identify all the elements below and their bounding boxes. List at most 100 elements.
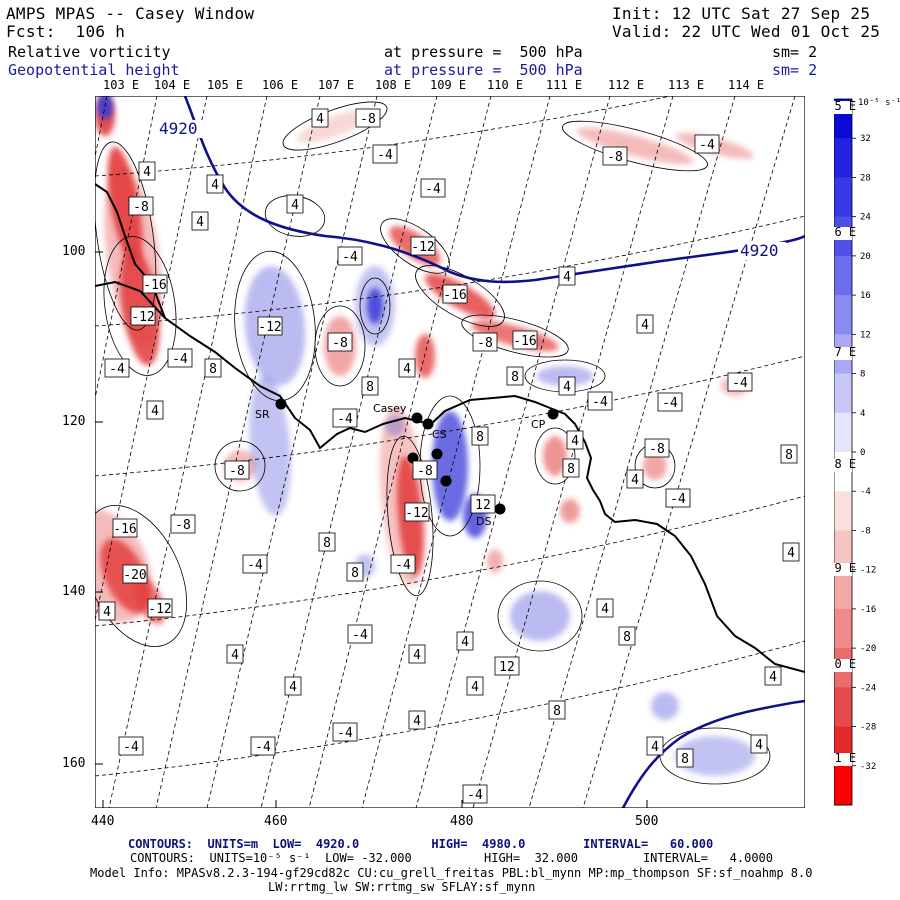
contour-label: 8 (681, 752, 689, 767)
lat-lon-graticule (95, 96, 805, 808)
colorbar-tick: -12 (860, 566, 876, 576)
colorbar-cell (834, 687, 852, 728)
contour-label: -12 (258, 320, 281, 335)
vorticity-shade-cell (643, 452, 667, 480)
vorticity-map: SR Casey CS CP DS 4 -8 -4 -4 -8 -4 4 -8 4 4 4 -4 -12 4 -16… (95, 96, 805, 808)
y-tick-label: 120 (62, 414, 86, 429)
vorticity-shade-cell (675, 736, 755, 776)
contour-label: 4 (196, 215, 204, 230)
contour-label: -8 (332, 336, 348, 351)
colorbar-cell (834, 608, 852, 649)
contour-label: -16 (113, 522, 136, 537)
station-label: Casey (373, 402, 407, 415)
right-lon-label: 120 E (834, 657, 856, 671)
colorbar-tick: 4 (860, 409, 865, 419)
colorbar-cell (834, 530, 852, 571)
contour-label: -8 (229, 464, 245, 479)
geopotential-height-contours (183, 96, 805, 808)
right-lon-label: 119 E (834, 561, 856, 575)
colorbar-cell (834, 491, 852, 531)
height-contour-label: 4920 (740, 241, 779, 260)
contour-label: 4 (231, 648, 239, 663)
top-lon-label: 109 E (430, 78, 467, 92)
y-tick-label: 100 (62, 244, 86, 259)
station-label: CS (432, 428, 447, 441)
contour-label: 8 (567, 462, 575, 477)
contour-label: 4 (641, 318, 649, 333)
station-marker (411, 412, 423, 424)
contour-label: 4 (413, 714, 421, 729)
colorbar-cell (834, 295, 852, 335)
contour-label: 12 (499, 660, 515, 675)
height-contour-info: CONTOURS: UNITS=m LOW= 4920.0 HIGH= 4980… (128, 837, 714, 851)
top-lon-label: 112 E (608, 78, 645, 92)
station-label: DS (476, 515, 491, 528)
top-lon-label: 110 E (487, 78, 524, 92)
contour-label: 4 (601, 602, 609, 617)
vorticity-contours (95, 101, 771, 785)
colorbar-cell (834, 255, 852, 296)
colorbar-tick: 32 (860, 134, 871, 144)
valid-time: Valid: 22 UTC Wed 01 Oct 25 (612, 22, 881, 41)
contour-label: -16 (443, 288, 466, 303)
colorbar-cell (834, 138, 852, 178)
vorticity-shade-cell (576, 127, 694, 165)
vorticity-shade-cell (355, 266, 395, 346)
contour-label: -4 (425, 182, 441, 197)
right-lon-label: 118 E (834, 457, 856, 471)
forecast-hour: Fcst: 106 h (6, 22, 126, 41)
init-time: Init: 12 UTC Sat 27 Sep 25 (612, 4, 871, 23)
top-lon-label: 108 E (375, 78, 412, 92)
colorbar-tick: 20 (860, 252, 871, 262)
contour-label: -16 (143, 278, 166, 293)
vorticity-shade-cell (249, 376, 291, 516)
top-lon-label: 113 E (668, 78, 705, 92)
contour-label: 4 (563, 380, 571, 395)
station-marker (440, 475, 452, 487)
station-marker (275, 398, 287, 410)
contour-label: 4 (563, 270, 571, 285)
contour-labels: 4 -8 -4 -4 -8 -4 4 -8 4 4 4 -4 -12 4 -16 -16 -12 -12 -8 -8 -… (98, 108, 800, 804)
contour-label: 8 (351, 566, 359, 581)
vorticity-shade-cell (543, 436, 567, 476)
contour-label: -12 (148, 602, 171, 617)
contour-label: -4 (109, 362, 125, 377)
field1-name: Relative vorticity (8, 43, 171, 61)
contour-label: -4 (699, 138, 715, 153)
top-lon-label: 104 E (154, 78, 191, 92)
vorticity-shade-cell (97, 96, 113, 120)
contour-label: 8 (623, 630, 631, 645)
y-tick-label: 140 (62, 584, 86, 599)
right-lon-label: 116 E (834, 225, 856, 239)
contour-label: 4 (103, 605, 111, 620)
contour-label: 4 (769, 670, 777, 685)
station-marker (494, 503, 506, 515)
vorticity-shade-cell (651, 692, 679, 720)
field1-level: at pressure = 500 hPa (384, 43, 583, 61)
colorbar-cell (834, 412, 852, 453)
vorticity-shade-cell (432, 411, 468, 521)
station-markers: SR Casey CS CP DS (255, 398, 559, 528)
contour-label: 8 (476, 430, 484, 445)
contour-label: -4 (172, 352, 188, 367)
model-title: AMPS MPAS -- Casey Window (6, 4, 255, 23)
right-lon-label: 115 E (834, 99, 856, 113)
colorbar-tick: 28 (860, 173, 871, 183)
colorbar-cell (834, 373, 852, 414)
colorbar-tick: 12 (860, 330, 871, 340)
station-label: CP (531, 418, 546, 431)
station-marker (422, 418, 434, 430)
x-tick-label: 460 (264, 814, 288, 829)
contour-label: -4 (352, 628, 368, 643)
contour-label: 4 (755, 738, 763, 753)
contour-label: -8 (417, 464, 433, 479)
colorbar-unit: 10⁻⁵ s⁻¹ (858, 98, 900, 108)
contour-label: -20 (123, 568, 146, 583)
contour-label: -12 (411, 240, 434, 255)
colorbar-tick: -4 (860, 487, 871, 497)
right-longitude-labels: 115 E 116 E 117 E 118 E 119 E 120 E 121 E (834, 99, 856, 766)
top-lon-label: 105 E (207, 78, 244, 92)
contour-label: 4 (289, 680, 297, 695)
contour-label: 4 (571, 434, 579, 449)
field1-smoothing: sm= 2 (772, 43, 818, 61)
